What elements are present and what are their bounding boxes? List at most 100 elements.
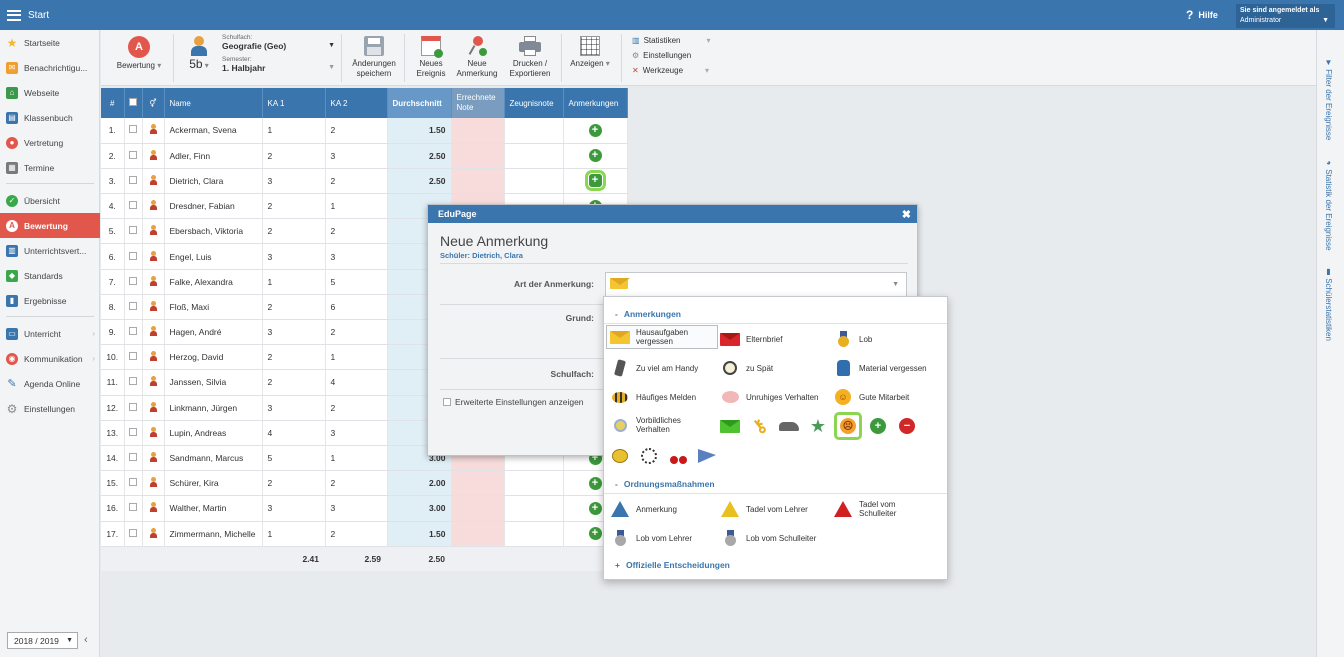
row-select[interactable] bbox=[124, 445, 143, 472]
sad-face-icon[interactable]: ☹ bbox=[834, 412, 862, 440]
grade-ka1[interactable]: 2 bbox=[262, 344, 326, 371]
option-lob-vom-lehrer[interactable]: Lob vom Lehrer bbox=[610, 529, 692, 547]
option-hausaufgaben-vergessen[interactable]: Hausaufgaben vergessen bbox=[606, 325, 718, 349]
section-ordnungsmassnahmen[interactable]: - Ordnungsmaßnahmen bbox=[615, 479, 715, 489]
grade-ka1[interactable]: 1 bbox=[262, 118, 326, 144]
sidebar-item-unterricht[interactable]: ▭ Unterricht › bbox=[0, 321, 100, 346]
student-name[interactable]: Linkmann, Jürgen bbox=[164, 395, 263, 421]
sidebar-item-bewertung[interactable]: A Bewertung bbox=[0, 213, 100, 238]
grade-ka1[interactable]: 2 bbox=[262, 143, 326, 169]
grade-ka2[interactable]: 2 bbox=[325, 168, 388, 195]
gold-coin-icon[interactable] bbox=[609, 445, 631, 467]
grade-ka1[interactable]: 2 bbox=[262, 470, 326, 497]
grade-ka1[interactable]: 2 bbox=[262, 193, 326, 220]
grade-ka1[interactable]: 3 bbox=[262, 168, 326, 195]
grade-ka2[interactable]: 2 bbox=[325, 521, 388, 547]
print-export-button[interactable]: Drucken / Exportieren bbox=[505, 36, 555, 79]
row-checkbox[interactable] bbox=[129, 226, 137, 235]
row-select[interactable] bbox=[124, 319, 143, 346]
grade-ka2[interactable]: 4 bbox=[325, 369, 388, 396]
row-select[interactable] bbox=[124, 344, 143, 371]
grade-ka2[interactable]: 2 bbox=[325, 319, 388, 346]
student-name[interactable]: Dresdner, Fabian bbox=[164, 193, 263, 220]
row-checkbox[interactable] bbox=[129, 402, 137, 411]
paper-plane-icon[interactable] bbox=[696, 445, 718, 467]
plus-circle-icon[interactable]: + bbox=[867, 415, 889, 437]
row-checkbox[interactable] bbox=[129, 251, 137, 260]
student-name[interactable]: Falke, Alexandra bbox=[164, 269, 263, 295]
show-button[interactable]: Anzeigen ▾ bbox=[567, 36, 613, 69]
close-icon[interactable]: ✖ bbox=[901, 209, 911, 221]
grade-ka2[interactable]: 2 bbox=[325, 395, 388, 421]
grade-ka2[interactable]: 3 bbox=[325, 143, 388, 169]
section-offizielle-entscheidungen[interactable]: + Offizielle Entscheidungen bbox=[615, 560, 730, 570]
option-elternbrief[interactable]: Elternbrief bbox=[720, 330, 782, 348]
option-material-vergessen[interactable]: Material vergessen bbox=[833, 359, 927, 377]
grade-ka2[interactable]: 1 bbox=[325, 445, 388, 472]
sidebar-item-agenda-online[interactable]: ✎ Agenda Online bbox=[0, 371, 100, 396]
grade-ka1[interactable]: 1 bbox=[262, 521, 326, 547]
option-lob-vom-schulleiter[interactable]: Lob vom Schulleiter bbox=[720, 529, 816, 547]
row-checkbox[interactable] bbox=[129, 377, 137, 386]
row-select[interactable] bbox=[124, 395, 143, 421]
row-select[interactable] bbox=[124, 521, 143, 547]
settings-menu[interactable]: ⚙ Einstellungen bbox=[632, 51, 691, 60]
sidebar-item-ergebnisse[interactable]: ▮ Ergebnisse bbox=[0, 288, 100, 313]
row-select[interactable] bbox=[124, 269, 143, 295]
sidebar-item-unterrichtsverteilung[interactable]: ▥ Unterrichtsvert... bbox=[0, 238, 100, 263]
row-select[interactable] bbox=[124, 118, 143, 144]
row-checkbox[interactable] bbox=[129, 150, 137, 159]
sidebar-item-startseite[interactable]: ★ Startseite bbox=[0, 30, 100, 55]
add-remark-button[interactable]: + bbox=[588, 149, 602, 163]
option-tadel-vom-lehrer[interactable]: Tadel vom Lehrer bbox=[720, 500, 808, 518]
app-title[interactable]: Start bbox=[28, 9, 50, 21]
row-checkbox[interactable] bbox=[129, 175, 137, 184]
row-select[interactable] bbox=[124, 294, 143, 321]
student-name[interactable]: Dietrich, Clara bbox=[164, 168, 263, 195]
school-year-select[interactable]: 2018 / 2019 ▼ bbox=[7, 632, 78, 649]
row-select[interactable] bbox=[124, 243, 143, 270]
row-select[interactable] bbox=[124, 470, 143, 497]
new-remark-button[interactable]: Neue Anmerkung bbox=[455, 36, 499, 79]
student-name[interactable]: Zimmermann, Michelle bbox=[164, 521, 263, 547]
menu-icon[interactable] bbox=[7, 9, 21, 21]
grade-ka1[interactable]: 2 bbox=[262, 218, 326, 245]
grade-ka1[interactable]: 2 bbox=[262, 294, 326, 321]
grade-ka2[interactable]: 3 bbox=[325, 243, 388, 270]
sidebar-item-klassenbuch[interactable]: ▤ Klassenbuch bbox=[0, 105, 100, 130]
grade-ka1[interactable]: 4 bbox=[262, 420, 326, 446]
student-name[interactable]: Janssen, Silvia bbox=[164, 369, 263, 396]
select-all-checkbox[interactable] bbox=[129, 98, 137, 106]
event-statistics-tab[interactable]: ◕ Statistik der Ereignisse bbox=[1324, 158, 1333, 251]
soccer-ball-icon[interactable] bbox=[638, 445, 660, 467]
student-name[interactable]: Adler, Finn bbox=[164, 143, 263, 169]
row-checkbox[interactable] bbox=[129, 478, 137, 487]
option-anmerkung[interactable]: Anmerkung bbox=[610, 500, 677, 518]
student-name[interactable]: Lupin, Andreas bbox=[164, 420, 263, 446]
grade-ka2[interactable]: 1 bbox=[325, 344, 388, 371]
row-select[interactable] bbox=[124, 143, 143, 169]
filter-events-tab[interactable]: ▼ Filter der Ereignisse bbox=[1324, 58, 1333, 140]
grade-ka2[interactable]: 2 bbox=[325, 218, 388, 245]
student-name[interactable]: Engel, Luis bbox=[164, 243, 263, 270]
add-remark-button[interactable]: + bbox=[584, 170, 606, 192]
minus-circle-icon[interactable]: − bbox=[896, 415, 918, 437]
sneaker-icon[interactable] bbox=[778, 415, 800, 437]
row-checkbox[interactable] bbox=[129, 327, 137, 336]
new-event-button[interactable]: Neues Ereignis bbox=[411, 36, 451, 79]
sidebar-item-termine[interactable]: ▦ Termine bbox=[0, 155, 100, 180]
row-select[interactable] bbox=[124, 168, 143, 195]
bewertung-button[interactable]: A Bewertung ▾ bbox=[113, 36, 165, 71]
row-checkbox[interactable] bbox=[129, 503, 137, 512]
key-icon[interactable]: ⚷ bbox=[748, 413, 772, 438]
option-unruhiges-verhalten[interactable]: Unruhiges Verhalten bbox=[720, 388, 819, 406]
sidebar-item-uebersicht[interactable]: ✓ Übersicht bbox=[0, 188, 100, 213]
student-statistics-tab[interactable]: ▮ Schülerstatistiken bbox=[1324, 267, 1333, 341]
option-gute-mitarbeit[interactable]: ☺ Gute Mitarbeit bbox=[833, 388, 909, 406]
report-grade-cell[interactable] bbox=[504, 495, 564, 522]
grade-ka1[interactable]: 1 bbox=[262, 269, 326, 295]
remark-type-select[interactable]: ▼ bbox=[605, 272, 907, 297]
class-select[interactable]: 5b ▾ bbox=[181, 36, 217, 71]
option-haeufiges-melden[interactable]: Häufiges Melden bbox=[610, 388, 696, 406]
student-name[interactable]: Floß, Maxi bbox=[164, 294, 263, 321]
